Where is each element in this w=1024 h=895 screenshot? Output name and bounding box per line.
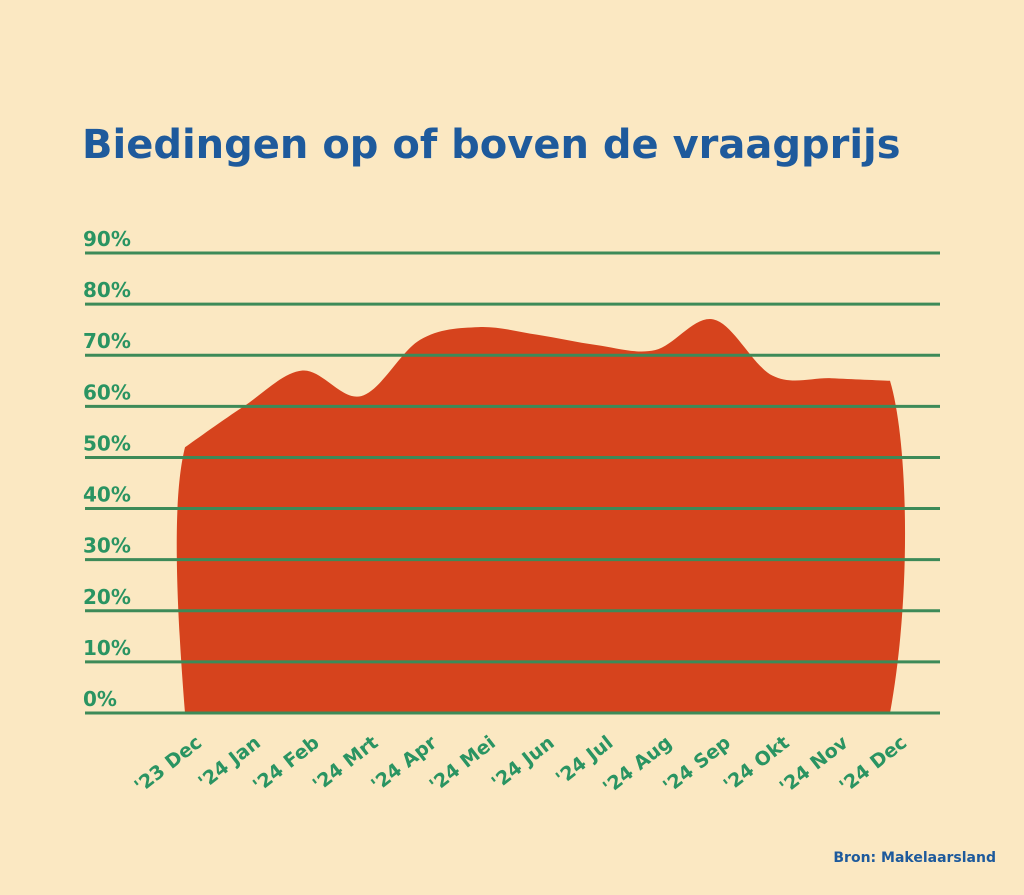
y-tick-label: 60% bbox=[83, 380, 131, 404]
y-tick-label: 90% bbox=[83, 227, 131, 251]
y-tick-label: 10% bbox=[83, 636, 131, 660]
y-tick-label: 0% bbox=[83, 687, 117, 711]
y-tick-label: 50% bbox=[83, 431, 131, 455]
x-tick-label: '24 Mei bbox=[425, 732, 499, 797]
x-tick-label: '24 Jun bbox=[488, 732, 559, 794]
y-tick-label: 40% bbox=[83, 483, 131, 507]
y-tick-label: 20% bbox=[83, 585, 131, 609]
y-tick-label: 30% bbox=[83, 534, 131, 558]
x-tick-label: '24 Mrt bbox=[309, 732, 383, 796]
x-tick-label: '23 Dec bbox=[130, 732, 206, 798]
chart-title: Biedingen op of boven de vraagprijs bbox=[82, 122, 901, 168]
x-tick-label: '24 Feb bbox=[249, 732, 324, 797]
x-tick-label: '24 Sep bbox=[659, 732, 735, 798]
y-tick-label: 70% bbox=[83, 329, 131, 353]
x-tick-label: '24 Dec bbox=[835, 732, 911, 798]
area bbox=[176, 319, 906, 713]
y-tick-label: 80% bbox=[83, 278, 131, 302]
source: Bron: Makelaarsland bbox=[833, 850, 996, 866]
